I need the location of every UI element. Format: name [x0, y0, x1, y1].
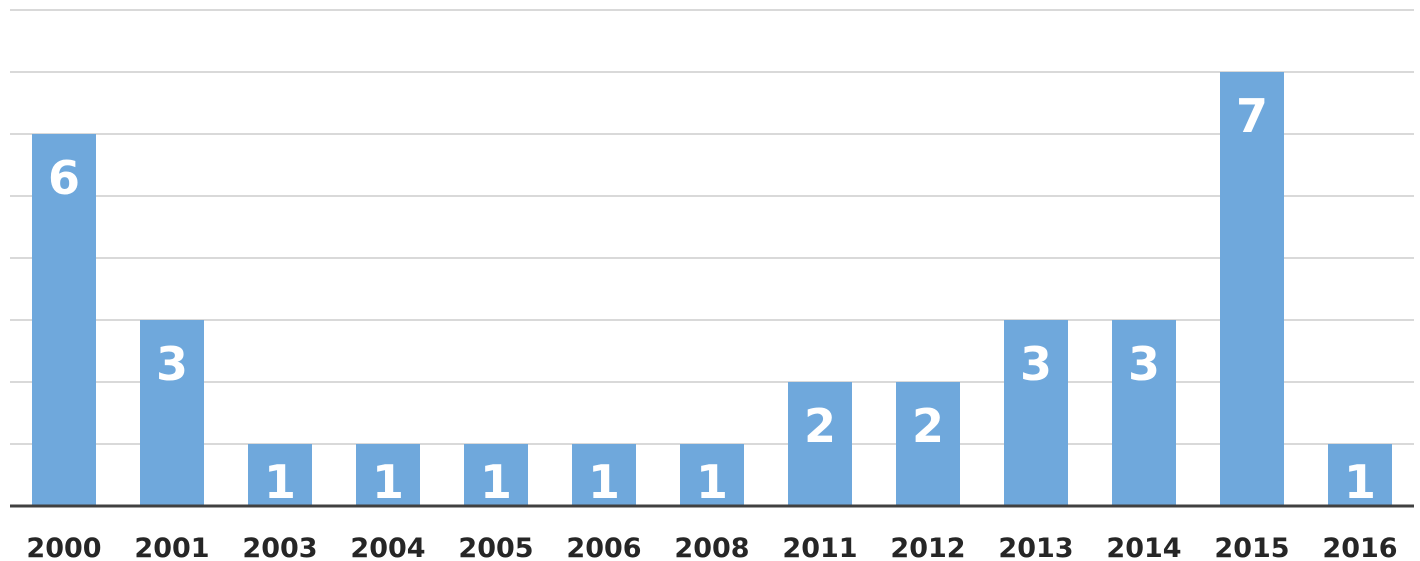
data-label-2015: 7 — [1236, 89, 1268, 143]
data-label-2005: 1 — [480, 455, 512, 509]
bar-2001 — [140, 320, 204, 506]
x-tick-label-2005: 2005 — [458, 533, 533, 561]
bar-2013 — [1004, 320, 1068, 506]
data-label-2011: 2 — [804, 399, 836, 453]
bars — [32, 72, 1392, 506]
bar-2006 — [572, 444, 636, 506]
bar-2004 — [356, 444, 420, 506]
bar-2003 — [248, 444, 312, 506]
data-label-2000: 6 — [48, 151, 80, 205]
x-tick-label-2015: 2015 — [1214, 533, 1289, 561]
data-label-2006: 1 — [588, 455, 620, 509]
data-label-2013: 3 — [1020, 337, 1052, 391]
gridlines — [10, 9, 1414, 445]
x-tick-label-2012: 2012 — [890, 533, 965, 561]
x-tick-label-2006: 2006 — [566, 533, 641, 561]
data-label-2014: 3 — [1128, 337, 1160, 391]
x-tick-label-2001: 2001 — [134, 533, 209, 561]
data-label-2004: 1 — [372, 455, 404, 509]
bar-2005 — [464, 444, 528, 506]
data-label-2012: 2 — [912, 399, 944, 453]
data-label-2008: 1 — [696, 455, 728, 509]
x-tick-labels: 2000 2001 2003 2004 2005 2006 2008 2011 2012 2013… — [26, 533, 1397, 561]
x-tick-label-2011: 2011 — [782, 533, 857, 561]
bar-2016 — [1328, 444, 1392, 506]
x-tick-label-2008: 2008 — [674, 533, 749, 561]
data-labels: 6 3 1 1 1 1 1 2 2 3 3 7 1 — [48, 89, 1376, 509]
bar-2000 — [32, 134, 96, 506]
bar-2008 — [680, 444, 744, 506]
bar-2011 — [788, 382, 852, 506]
x-tick-label-2014: 2014 — [1106, 533, 1181, 561]
x-tick-label-2003: 2003 — [242, 533, 317, 561]
data-label-2001: 3 — [156, 337, 188, 391]
data-label-2003: 1 — [264, 455, 296, 509]
bar-2014 — [1112, 320, 1176, 506]
x-tick-label-2016: 2016 — [1322, 533, 1397, 561]
bar-2015 — [1220, 72, 1284, 506]
x-tick-label-2013: 2013 — [998, 533, 1073, 561]
x-tick-label-2004: 2004 — [350, 533, 425, 561]
bar-2012 — [896, 382, 960, 506]
x-tick-label-2000: 2000 — [26, 533, 101, 561]
data-label-2016: 1 — [1344, 455, 1376, 509]
